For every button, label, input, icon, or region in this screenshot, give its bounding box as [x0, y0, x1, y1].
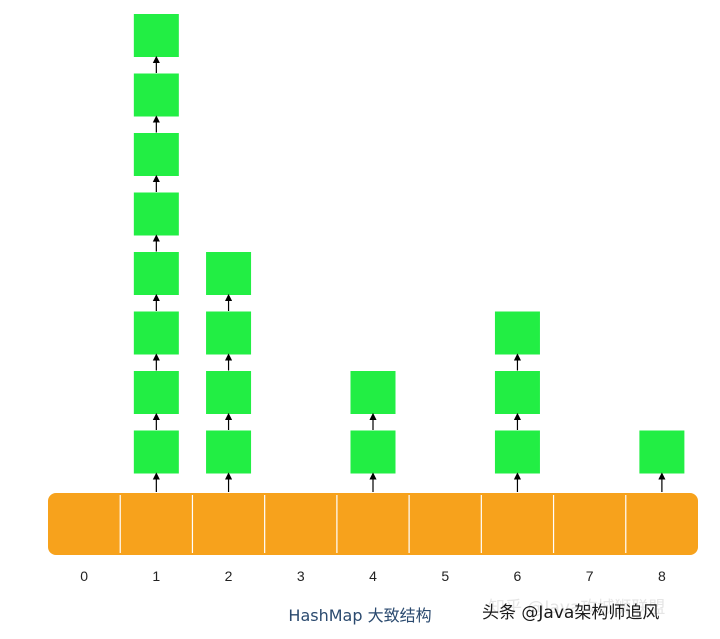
chain-node	[132, 191, 180, 237]
chain-node	[205, 310, 253, 356]
chain-node	[493, 429, 541, 475]
chain-node	[205, 370, 253, 415]
watermark-ghost: 知乎 @Java攻城狮联盟	[488, 598, 666, 618]
diagram-caption: HashMap 大致结构	[288, 606, 432, 625]
chain-node	[205, 429, 253, 475]
bucket-index-label: 1	[152, 568, 160, 584]
bucket-index-label: 7	[586, 568, 594, 584]
bucket-index-label: 5	[441, 568, 449, 584]
array-body	[48, 493, 698, 555]
bucket-index-label: 2	[225, 568, 233, 584]
bucket-array	[48, 493, 698, 555]
chain-node	[349, 429, 397, 475]
chain-node	[132, 429, 180, 475]
bucket-index-label: 8	[658, 568, 666, 584]
chain-node	[132, 251, 180, 296]
chain-node	[493, 310, 541, 356]
bucket-index-label: 6	[514, 568, 522, 584]
bucket-chains	[132, 13, 686, 492]
bucket-index-label: 4	[369, 568, 377, 584]
chain-node	[132, 13, 180, 58]
bucket-index-label: 3	[297, 568, 305, 584]
chain-node	[349, 370, 397, 415]
chain-node	[493, 370, 541, 415]
chain-node	[132, 72, 180, 118]
chain-node	[132, 310, 180, 356]
bucket-index-labels: 0 1 2 3 4 5 6 7 8	[80, 568, 666, 584]
chain-node	[638, 429, 686, 475]
watermark: 头条 @Java架构师追风	[482, 603, 660, 623]
chain-node	[132, 370, 180, 415]
chain-node	[132, 132, 180, 177]
chain-node	[205, 251, 253, 296]
bucket-index-label: 0	[80, 568, 88, 584]
